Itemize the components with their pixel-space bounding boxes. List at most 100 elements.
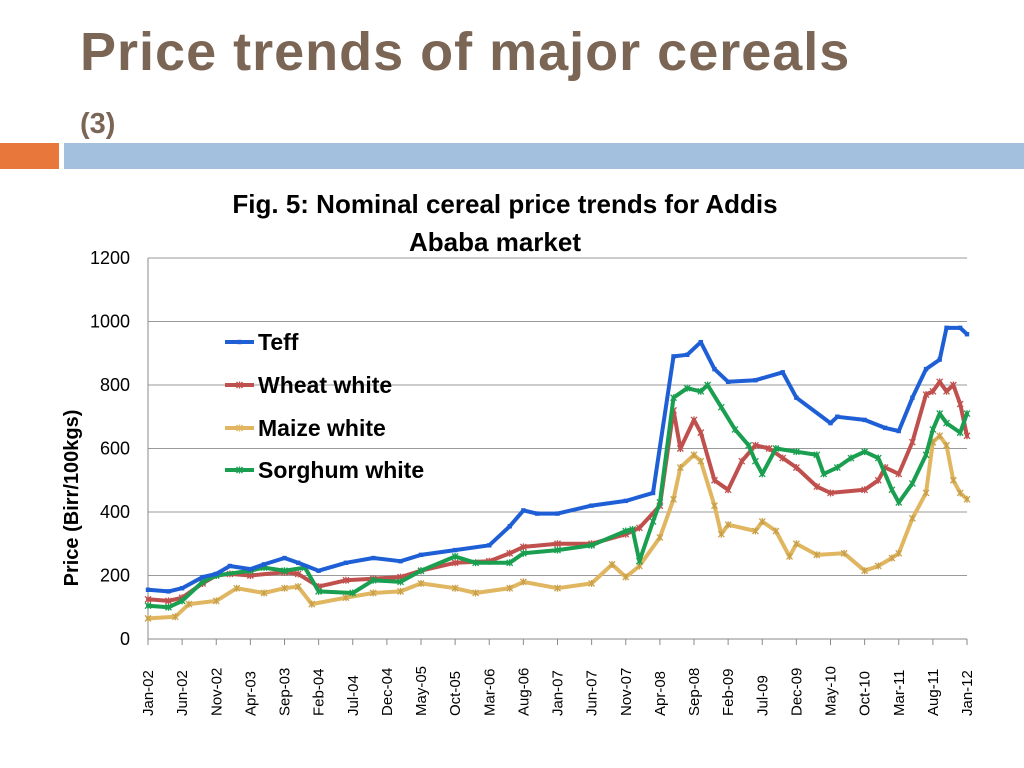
data-point-wheat-white bbox=[294, 570, 302, 578]
data-point-maize-white bbox=[233, 584, 241, 592]
accent-bar-blue bbox=[64, 143, 1024, 169]
data-point-maize-white bbox=[949, 476, 957, 484]
data-point-maize-white bbox=[342, 594, 350, 602]
slide-subtitle: (3) bbox=[80, 108, 116, 140]
data-point-teff bbox=[295, 560, 301, 565]
data-point-maize-white bbox=[676, 464, 684, 472]
data-point-wheat-white bbox=[936, 378, 944, 386]
data-point-teff bbox=[684, 352, 690, 358]
x-tick-label: Jan-07 bbox=[550, 670, 567, 716]
data-point-teff bbox=[248, 566, 253, 572]
y-tick-label: 1200 bbox=[90, 248, 130, 268]
data-point-teff bbox=[261, 562, 267, 567]
data-point-maize-white bbox=[281, 584, 288, 592]
data-point-sorghum-white bbox=[963, 410, 971, 418]
data-point-teff bbox=[166, 589, 171, 594]
data-point-teff bbox=[507, 524, 512, 529]
data-point-sorghum-white bbox=[683, 384, 691, 392]
data-point-maize-white bbox=[506, 584, 514, 592]
data-point-maize-white bbox=[171, 613, 179, 621]
x-tick-label: Nov-07 bbox=[618, 668, 635, 716]
data-point-sorghum-white bbox=[649, 518, 657, 526]
x-tick-label: Jun-02 bbox=[174, 670, 191, 716]
x-tick-label: Sep-03 bbox=[277, 668, 294, 716]
chart-title-line: Ababa market bbox=[409, 227, 581, 257]
data-point-sorghum-white bbox=[717, 403, 725, 411]
data-point-maize-white bbox=[922, 489, 930, 497]
data-point-maize-white bbox=[908, 514, 916, 522]
data-point-maize-white bbox=[144, 614, 152, 622]
data-point-teff bbox=[555, 511, 560, 516]
data-point-teff bbox=[534, 511, 540, 516]
data-point-teff bbox=[227, 563, 233, 569]
data-point-wheat-white bbox=[635, 524, 643, 532]
x-tick-label: Dec-09 bbox=[788, 668, 805, 716]
data-point-sorghum-white bbox=[704, 381, 712, 389]
data-point-maize-white bbox=[895, 549, 903, 557]
data-point-wheat-white bbox=[949, 381, 957, 389]
data-point-maize-white bbox=[397, 587, 404, 595]
x-tick-label: Oct-05 bbox=[447, 671, 464, 716]
data-point-wheat-white bbox=[792, 464, 800, 472]
data-point-sorghum-white bbox=[622, 527, 630, 535]
data-point-wheat-white bbox=[506, 549, 514, 557]
data-point-teff bbox=[521, 508, 526, 513]
legend-marker-teff bbox=[237, 339, 242, 345]
data-point-maize-white bbox=[751, 527, 759, 535]
data-point-maize-white bbox=[956, 489, 964, 497]
data-point-wheat-white bbox=[738, 457, 746, 465]
data-point-maize-white bbox=[792, 540, 800, 548]
data-point-teff bbox=[780, 370, 785, 375]
data-point-wheat-white bbox=[779, 454, 787, 462]
data-point-sorghum-white bbox=[888, 486, 896, 494]
data-point-maize-white bbox=[451, 584, 459, 592]
data-point-maize-white bbox=[472, 589, 480, 597]
data-point-teff bbox=[964, 332, 970, 337]
legend-marker-wheat-white bbox=[236, 381, 243, 389]
data-point-sorghum-white bbox=[751, 457, 759, 465]
data-point-wheat-white bbox=[751, 441, 759, 449]
data-point-wheat-white bbox=[956, 400, 964, 408]
data-point-wheat-white bbox=[519, 543, 527, 551]
data-point-teff bbox=[589, 503, 594, 508]
x-tick-label: Aug-06 bbox=[515, 668, 532, 716]
data-point-wheat-white bbox=[342, 576, 350, 584]
x-tick-label: Oct-10 bbox=[857, 671, 874, 716]
x-tick-label: Jul-09 bbox=[754, 675, 771, 716]
data-point-maize-white bbox=[697, 457, 705, 465]
data-point-sorghum-white bbox=[936, 410, 944, 418]
data-point-wheat-white bbox=[697, 429, 705, 437]
data-point-teff bbox=[214, 571, 219, 577]
data-point-sorghum-white bbox=[281, 567, 288, 575]
data-point-sorghum-white bbox=[397, 578, 404, 586]
data-point-teff bbox=[343, 560, 349, 565]
data-point-maize-white bbox=[622, 573, 630, 581]
data-point-teff bbox=[487, 543, 492, 548]
data-point-maize-white bbox=[888, 554, 896, 562]
x-tick-label: Dec-04 bbox=[379, 668, 396, 716]
x-tick-label: Aug-11 bbox=[925, 669, 942, 716]
data-point-maize-white bbox=[369, 589, 377, 597]
data-point-maize-white bbox=[554, 584, 561, 592]
accent-bar-orange bbox=[0, 143, 59, 169]
legend-label-sorghum-white: Sorghum white bbox=[258, 457, 424, 483]
data-point-wheat-white bbox=[895, 470, 903, 478]
data-point-maize-white bbox=[936, 432, 944, 440]
data-point-maize-white bbox=[861, 567, 869, 575]
x-tick-label: Jan-02 bbox=[140, 670, 157, 716]
y-tick-label: 600 bbox=[100, 439, 130, 459]
x-tick-label: Mar-11 bbox=[891, 670, 908, 716]
chart-title-line: Fig. 5: Nominal cereal price trends for … bbox=[232, 189, 777, 219]
data-point-sorghum-white bbox=[670, 394, 677, 402]
data-point-wheat-white bbox=[861, 486, 869, 494]
data-point-maize-white bbox=[758, 518, 766, 526]
data-point-maize-white bbox=[813, 551, 821, 559]
data-point-teff bbox=[179, 586, 185, 591]
data-point-teff bbox=[712, 366, 717, 372]
legend-marker-sorghum-white bbox=[236, 466, 243, 474]
data-point-maize-white bbox=[943, 441, 950, 449]
data-point-sorghum-white bbox=[697, 387, 705, 395]
x-tick-label: Jul-04 bbox=[345, 675, 362, 716]
data-point-sorghum-white bbox=[472, 559, 480, 567]
data-point-maize-white bbox=[717, 530, 725, 538]
